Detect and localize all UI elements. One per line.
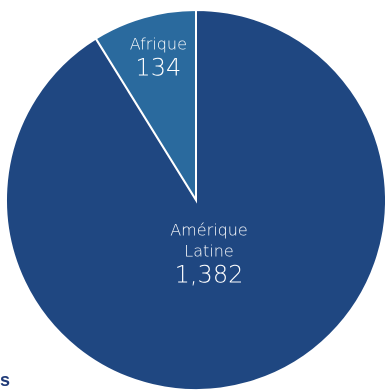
slice-label-0-line-0: Amérique: [170, 221, 248, 240]
slice-value-0: 1,382: [175, 261, 244, 289]
slice-label-0-line-1: Latine: [184, 242, 233, 261]
pie-slice-1: [94, 8, 197, 204]
slice-label-1-line-0: Afrique: [130, 34, 187, 53]
slice-value-1: 134: [135, 53, 181, 81]
footnote-text: s: [0, 370, 10, 390]
pie-slices: [5, 8, 385, 390]
